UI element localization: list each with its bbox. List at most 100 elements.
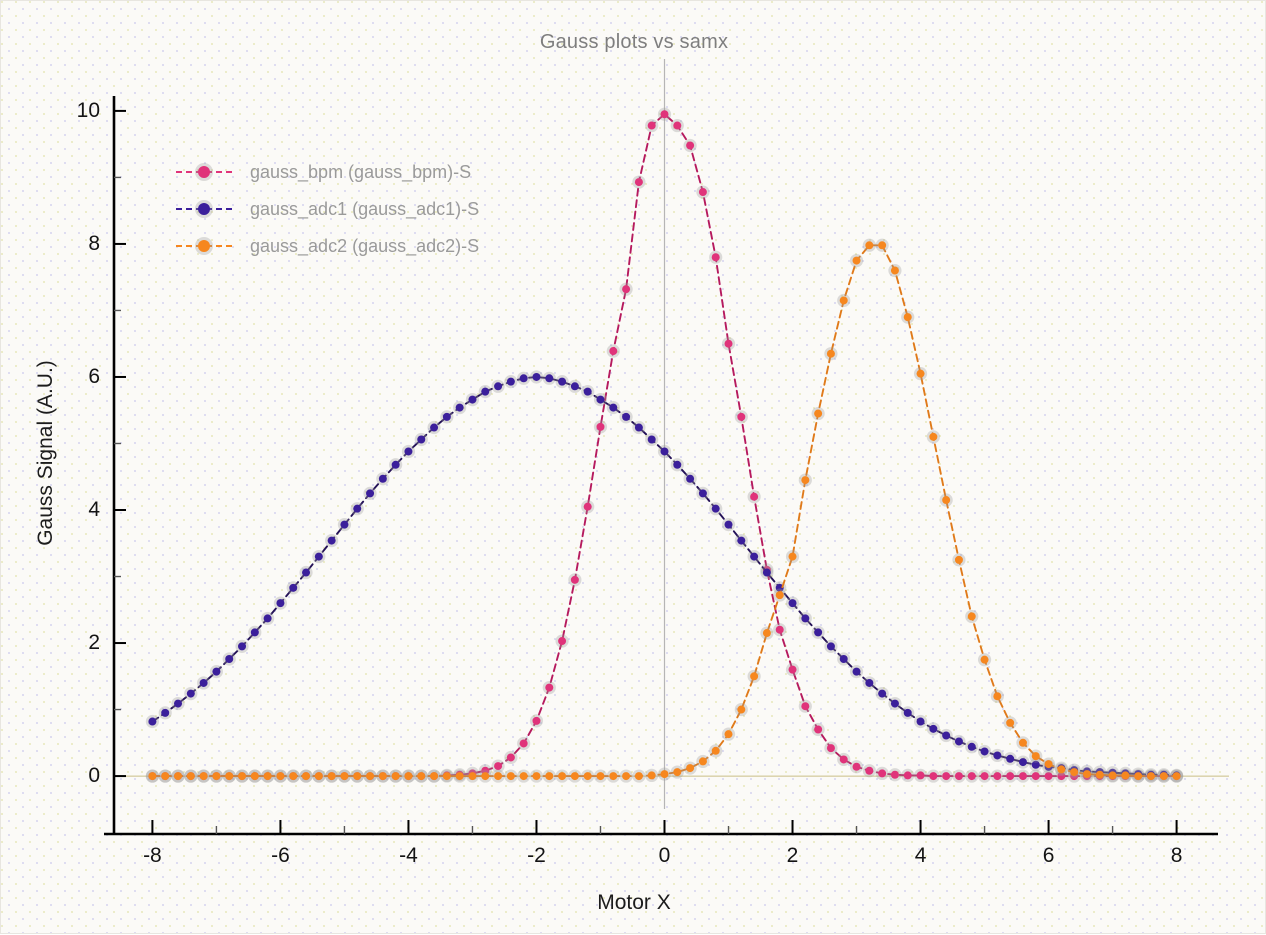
series-marker-gauss_adc2[interactable] — [916, 369, 925, 378]
series-marker-gauss_bpm[interactable] — [558, 637, 567, 646]
series-marker-gauss_adc2[interactable] — [225, 772, 234, 781]
series-marker-gauss_bpm[interactable] — [519, 739, 528, 748]
series-marker-gauss_adc2[interactable] — [302, 772, 311, 781]
series-marker-gauss_adc1[interactable] — [212, 667, 221, 676]
series-marker-gauss_adc2[interactable] — [647, 771, 656, 780]
series-marker-gauss_adc2[interactable] — [903, 313, 912, 322]
series-marker-gauss_adc2[interactable] — [801, 476, 810, 485]
series-marker-gauss_bpm[interactable] — [724, 339, 733, 348]
series-marker-gauss_adc2[interactable] — [1031, 752, 1040, 761]
series-marker-gauss_bpm[interactable] — [698, 188, 707, 197]
series-marker-gauss_adc1[interactable] — [788, 599, 797, 608]
series-marker-gauss_adc1[interactable] — [814, 628, 823, 637]
series-marker-gauss_adc1[interactable] — [327, 536, 336, 545]
legend-item[interactable]: gauss_adc2 (gauss_adc2)-S — [176, 235, 479, 257]
series-marker-gauss_bpm[interactable] — [1044, 772, 1053, 781]
series-marker-gauss_bpm[interactable] — [980, 772, 989, 781]
series-marker-gauss_bpm[interactable] — [929, 772, 938, 781]
series-marker-gauss_adc2[interactable] — [558, 772, 567, 781]
series-marker-gauss_bpm[interactable] — [545, 683, 554, 692]
series-marker-gauss_adc2[interactable] — [263, 772, 272, 781]
series-marker-gauss_adc1[interactable] — [775, 583, 784, 592]
series-marker-gauss_adc2[interactable] — [250, 772, 259, 781]
series-marker-gauss_adc2[interactable] — [212, 772, 221, 781]
series-marker-gauss_adc1[interactable] — [826, 642, 835, 651]
series-marker-gauss_adc2[interactable] — [686, 764, 695, 773]
series-marker-gauss_adc1[interactable] — [366, 489, 375, 498]
series-marker-gauss_adc1[interactable] — [532, 372, 541, 381]
series-marker-gauss_bpm[interactable] — [622, 285, 631, 294]
series-marker-gauss_adc2[interactable] — [442, 772, 451, 781]
series-marker-gauss_adc1[interactable] — [890, 699, 899, 708]
series-marker-gauss_adc1[interactable] — [878, 689, 887, 698]
series-marker-gauss_adc1[interactable] — [954, 737, 963, 746]
series-marker-gauss_bpm[interactable] — [1006, 772, 1015, 781]
series-marker-gauss_bpm[interactable] — [916, 771, 925, 780]
series-marker-gauss_bpm[interactable] — [839, 755, 848, 764]
series-marker-gauss_bpm[interactable] — [878, 769, 887, 778]
series-marker-gauss_adc2[interactable] — [737, 705, 746, 714]
series-marker-gauss_adc1[interactable] — [519, 374, 528, 383]
series-marker-gauss_bpm[interactable] — [506, 753, 515, 762]
series-marker-gauss_adc1[interactable] — [609, 403, 618, 412]
series-marker-gauss_bpm[interactable] — [954, 772, 963, 781]
series-marker-gauss_adc1[interactable] — [801, 614, 810, 623]
series-marker-gauss_adc2[interactable] — [865, 241, 874, 250]
series-marker-gauss_bpm[interactable] — [993, 772, 1002, 781]
series-marker-gauss_bpm[interactable] — [596, 422, 605, 431]
series-marker-gauss_adc1[interactable] — [468, 395, 477, 404]
series-marker-gauss_adc2[interactable] — [954, 555, 963, 564]
series-marker-gauss_adc2[interactable] — [1057, 765, 1066, 774]
series-marker-gauss_adc2[interactable] — [391, 772, 400, 781]
series-marker-gauss_adc2[interactable] — [775, 591, 784, 600]
series-marker-gauss_adc1[interactable] — [698, 489, 707, 498]
series-marker-gauss_adc2[interactable] — [481, 772, 490, 781]
series-marker-gauss_bpm[interactable] — [942, 772, 951, 781]
series-marker-gauss_adc1[interactable] — [583, 387, 592, 396]
series-marker-gauss_adc2[interactable] — [468, 772, 477, 781]
series-marker-gauss_adc1[interactable] — [506, 377, 515, 386]
series-marker-gauss_adc2[interactable] — [314, 772, 323, 781]
series-marker-gauss_adc1[interactable] — [1018, 758, 1027, 767]
series-marker-gauss_adc2[interactable] — [750, 672, 759, 681]
series-marker-gauss_adc2[interactable] — [289, 772, 298, 781]
series-marker-gauss_adc1[interactable] — [391, 460, 400, 469]
series-marker-gauss_adc1[interactable] — [340, 520, 349, 529]
series-marker-gauss_adc1[interactable] — [942, 731, 951, 740]
series-marker-gauss_adc2[interactable] — [1044, 760, 1053, 769]
series-marker-gauss_adc1[interactable] — [1031, 760, 1040, 769]
series-marker-gauss_bpm[interactable] — [903, 771, 912, 780]
series-marker-gauss_adc2[interactable] — [673, 768, 682, 777]
series-marker-gauss_adc1[interactable] — [737, 536, 746, 545]
series-marker-gauss_adc2[interactable] — [1018, 738, 1027, 747]
series-marker-gauss_adc2[interactable] — [570, 772, 579, 781]
series-marker-gauss_adc2[interactable] — [1121, 771, 1130, 780]
series-marker-gauss_bpm[interactable] — [583, 502, 592, 511]
series-marker-gauss_adc2[interactable] — [826, 349, 835, 358]
series-marker-gauss_adc2[interactable] — [660, 770, 669, 779]
series-marker-gauss_bpm[interactable] — [826, 744, 835, 753]
series-marker-gauss_adc2[interactable] — [199, 772, 208, 781]
series-marker-gauss_adc2[interactable] — [417, 772, 426, 781]
series-marker-gauss_adc1[interactable] — [903, 708, 912, 717]
series-marker-gauss_adc1[interactable] — [378, 474, 387, 483]
series-marker-gauss_adc1[interactable] — [417, 435, 426, 444]
series-marker-gauss_bpm[interactable] — [673, 121, 682, 130]
series-marker-gauss_adc2[interactable] — [519, 772, 528, 781]
series-marker-gauss_adc1[interactable] — [673, 460, 682, 469]
series-marker-gauss_adc2[interactable] — [1134, 772, 1143, 781]
series-marker-gauss_bpm[interactable] — [711, 253, 720, 262]
series-marker-gauss_bpm[interactable] — [814, 725, 823, 734]
series-marker-gauss_adc2[interactable] — [788, 552, 797, 561]
series-marker-gauss_adc2[interactable] — [596, 772, 605, 781]
series-marker-gauss_bpm[interactable] — [494, 762, 503, 771]
series-marker-gauss_adc1[interactable] — [481, 387, 490, 396]
series-marker-gauss_adc1[interactable] — [634, 423, 643, 432]
series-marker-gauss_adc1[interactable] — [225, 655, 234, 663]
series-marker-gauss_adc1[interactable] — [276, 599, 285, 608]
series-marker-gauss_adc1[interactable] — [289, 583, 298, 592]
series-marker-gauss_adc1[interactable] — [455, 403, 464, 412]
series-marker-gauss_bpm[interactable] — [737, 412, 746, 421]
series-marker-gauss_adc2[interactable] — [762, 629, 771, 638]
series-marker-gauss_adc1[interactable] — [494, 382, 503, 391]
